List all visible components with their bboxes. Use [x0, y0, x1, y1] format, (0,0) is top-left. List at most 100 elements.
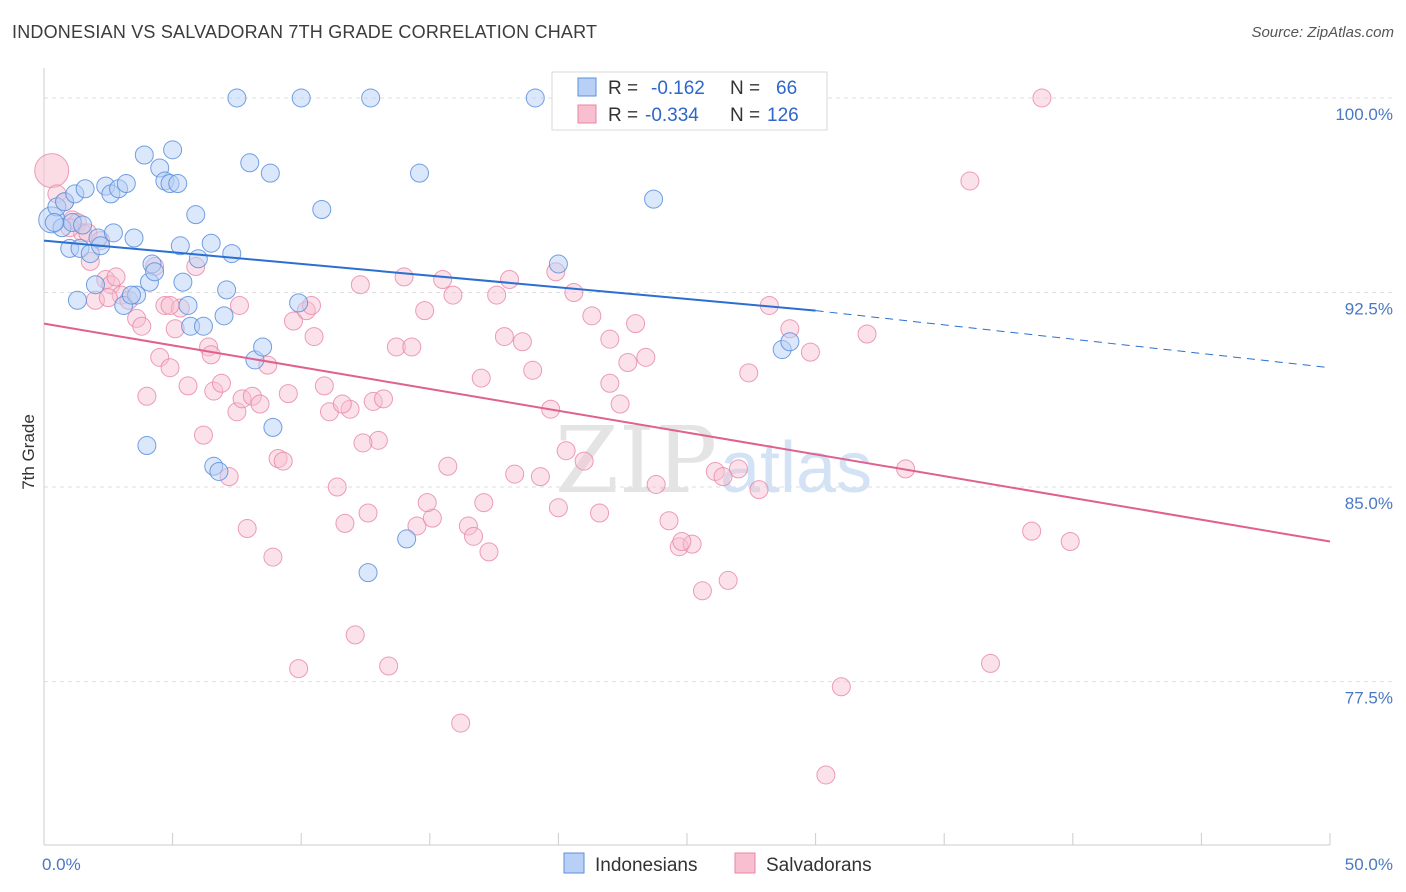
legend-r-value-1: -0.162 [651, 78, 705, 99]
salvadorans-point [278, 384, 298, 404]
legend-n-label-1: N = [730, 78, 760, 99]
indonesians-point [358, 563, 378, 583]
indonesians-point [361, 88, 381, 108]
indonesians-point [73, 215, 93, 235]
indonesians-point [217, 280, 237, 300]
salvadorans-point [718, 570, 738, 590]
indonesians-point [260, 163, 280, 183]
salvadorans-point [548, 498, 568, 518]
salvadorans-point [327, 477, 347, 497]
indonesians-point [137, 436, 157, 456]
salvadorans-point [34, 153, 70, 189]
indonesians-point [201, 233, 221, 253]
salvadorans-point [600, 373, 620, 393]
indonesians-point [178, 295, 198, 315]
indonesians-point [134, 145, 154, 165]
salvadorans-point [438, 456, 458, 476]
legend-n-label-2: N = [730, 105, 760, 126]
salvadorans-point [314, 376, 334, 396]
salvadorans-point [479, 542, 499, 562]
salvadorans-point [263, 547, 283, 567]
indonesians-point [44, 212, 64, 232]
indonesians-point [145, 262, 165, 282]
indonesians-point [168, 174, 188, 194]
indonesians-trend-extension [815, 310, 1331, 369]
series-legend-label-indonesians: Indonesians [595, 855, 697, 876]
y-tick-label-1: 85.0% [1345, 494, 1393, 513]
salvadorans-point [458, 516, 478, 536]
salvadorans-point [749, 480, 769, 500]
watermark: ZIP atlas [555, 407, 872, 514]
indonesians-point [240, 153, 260, 173]
salvadorans-point [402, 337, 422, 357]
indonesians-point [121, 285, 141, 305]
indonesians-point [116, 174, 136, 194]
salvadorans-point [433, 270, 453, 290]
salvadorans-point [417, 493, 437, 513]
indonesians-point [263, 417, 283, 437]
salvadorans-point [590, 503, 610, 523]
series-indonesians [38, 88, 800, 583]
salvadorans-point [692, 581, 712, 601]
indonesians-point [163, 140, 183, 160]
salvadorans-point [960, 171, 980, 191]
indonesians-point [780, 332, 800, 352]
y-tick-label-0: 77.5% [1345, 689, 1393, 708]
x-tick-label-max: 50.0% [1345, 855, 1393, 874]
salvadorans-point [494, 327, 514, 347]
salvadorans-point [523, 360, 543, 380]
legend-swatch-salvadorans [577, 104, 597, 124]
salvadorans-point [713, 467, 733, 487]
salvadorans-point [530, 467, 550, 487]
salvadorans-point [618, 353, 638, 373]
indonesians-point [173, 272, 193, 292]
y-axis-label: 7th Grade [19, 414, 38, 490]
salvadorans-point [229, 295, 249, 315]
indonesians-point [170, 236, 190, 256]
salvadorans-point [728, 459, 748, 479]
salvadorans-point [1022, 521, 1042, 541]
salvadorans-point [137, 386, 157, 406]
salvadorans-point [160, 358, 180, 378]
salvadorans-point [273, 451, 293, 471]
indonesians-point [222, 244, 242, 264]
salvadorans-point [646, 474, 666, 494]
salvadorans-point [1060, 532, 1080, 552]
salvadorans-point [659, 511, 679, 531]
x-tick-label-min: 0.0% [42, 855, 81, 874]
salvadorans-point [211, 373, 231, 393]
indonesians-point [186, 205, 206, 225]
y-tick-labels: 77.5% 85.0% 92.5% 100.0% [1335, 105, 1393, 708]
legend-n-value-1: 66 [776, 78, 797, 99]
indonesians-point [214, 306, 234, 326]
salvadorans-point [980, 653, 1000, 673]
salvadorans-point [407, 516, 427, 536]
salvadorans-point [289, 659, 309, 679]
salvadorans-point [374, 389, 394, 409]
indonesians-point [644, 189, 664, 209]
salvadorans-point [106, 267, 126, 287]
salvadorans-point [132, 316, 152, 336]
salvadorans-point [574, 451, 594, 471]
y-tick-label-2: 92.5% [1345, 299, 1393, 318]
salvadorans-point [394, 267, 414, 287]
series-legend: Indonesians Salvadorans [563, 852, 872, 876]
series-legend-label-salvadorans: Salvadorans [766, 855, 872, 876]
indonesians-point [75, 179, 95, 199]
indonesians-point [548, 254, 568, 274]
salvadorans-point [242, 386, 262, 406]
salvadorans-trend-line [43, 322, 1331, 543]
indonesians-point [410, 163, 430, 183]
salvadorans-point [800, 342, 820, 362]
indonesians-point [312, 199, 332, 219]
y-tick-label-3: 100.0% [1335, 105, 1393, 124]
salvadorans-point [250, 394, 270, 414]
watermark-atlas: atlas [720, 428, 872, 508]
salvadorans-point [304, 327, 324, 347]
salvadorans-point [368, 430, 388, 450]
salvadorans-point [150, 347, 170, 367]
salvadorans-point [422, 508, 442, 528]
salvadorans-point [512, 332, 532, 352]
salvadorans-point [672, 532, 692, 552]
indonesians-point [525, 88, 545, 108]
